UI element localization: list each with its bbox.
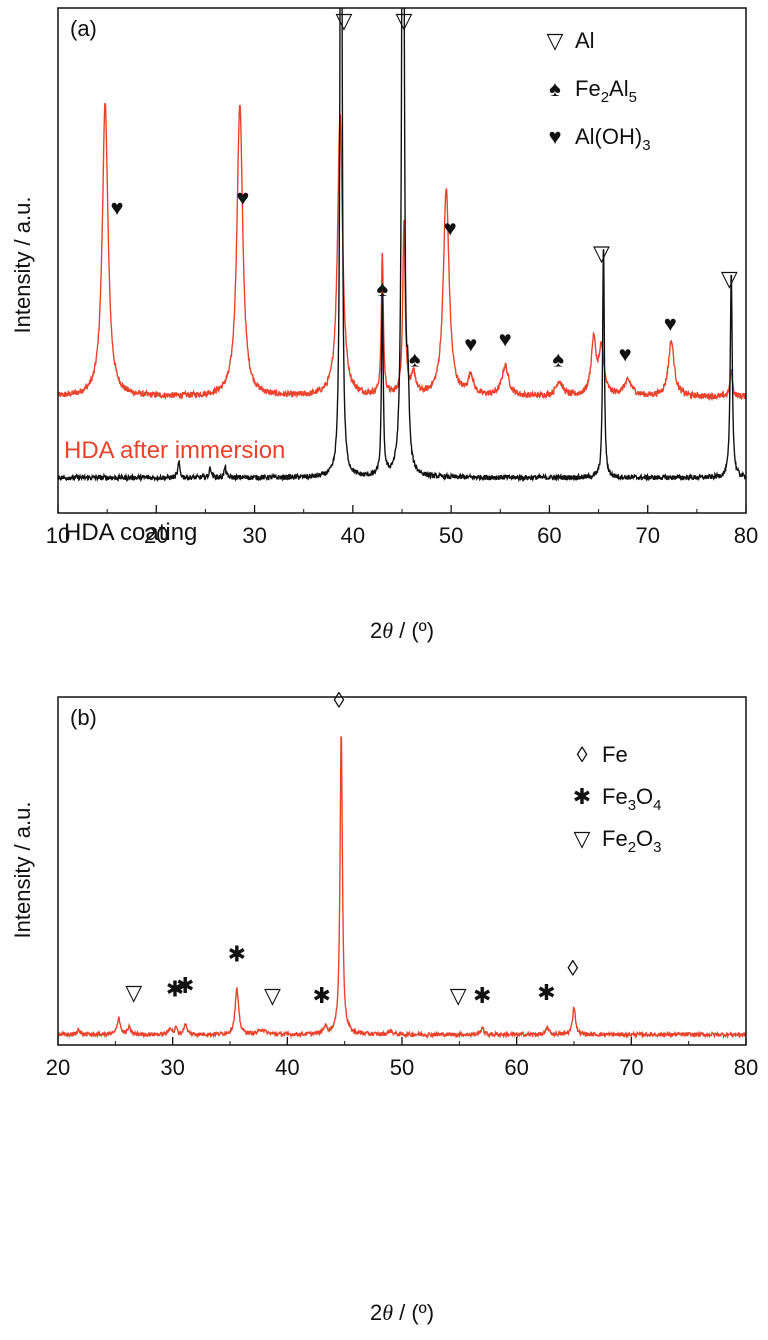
x-tick-label: 10	[46, 523, 70, 548]
peak-marker-open-triangle-down: ▽	[396, 8, 413, 33]
panel-label: (a)	[70, 16, 97, 41]
series-label: HDA after immersion	[64, 437, 285, 464]
legend-label: Fe2O3	[602, 826, 662, 856]
plot-frame	[57, 696, 747, 1046]
peak-marker-heart: ♥	[444, 215, 457, 240]
peak-marker-heart: ♥	[110, 195, 123, 220]
panel-label: (b)	[70, 705, 97, 730]
peak-marker-asterisk: ✱	[228, 941, 246, 966]
legend: ◊ Fe ✱ Fe3O4 ▽ Fe2O3	[573, 742, 662, 856]
peak-marker-open-triangle-down: ▽	[264, 983, 281, 1008]
x-tick-label: 20	[144, 523, 168, 548]
legend-marker-open-triangle-down: ▽	[574, 826, 591, 851]
legend-marker-open-diamond: ◊	[577, 742, 588, 767]
legend-marker-heart: ♥	[548, 124, 561, 149]
peak-marker-spade: ♠	[376, 276, 388, 301]
peak-marker-heart: ♥	[664, 311, 677, 336]
x-tick-label: 30	[242, 523, 266, 548]
x-tick-label: 40	[341, 523, 365, 548]
peak-marker-heart: ♥	[236, 185, 249, 210]
chart-panel-b: 20 30 40 50 60 70 80 2θ / (º) Intensity / a.u. (b…	[10, 687, 758, 1325]
x-tick-label: 70	[635, 523, 659, 548]
x-tick-label: 70	[619, 1055, 643, 1080]
x-tick-label: 60	[537, 523, 561, 548]
legend: ▽ Al ♠ Fe2Al5 ♥ Al(OH)3	[547, 28, 651, 154]
peak-marker-open-triangle-down: ▽	[450, 983, 467, 1008]
peak-marker-heart: ♥	[464, 331, 477, 356]
peak-marker-asterisk: ✱	[473, 983, 491, 1008]
x-tick-label: 80	[734, 1055, 758, 1080]
y-axis-title: Intensity / a.u.	[10, 197, 35, 334]
peak-marker-asterisk: ✱	[176, 973, 194, 998]
legend-marker-spade: ♠	[549, 76, 561, 101]
legend-marker-asterisk: ✱	[573, 784, 591, 809]
x-tick-label: 50	[390, 1055, 414, 1080]
x-tick-label: 60	[504, 1055, 528, 1080]
peak-marker-heart: ♥	[619, 342, 632, 367]
series-line-hda-after-immersion	[58, 102, 746, 402]
legend-marker-open-triangle-down: ▽	[547, 28, 564, 53]
peak-marker-spade: ♠	[409, 347, 421, 372]
peak-marker-open-diamond: ◊	[567, 955, 578, 980]
x-tick-label: 40	[275, 1055, 299, 1080]
series-label: HDA coating	[64, 519, 197, 546]
peak-marker-asterisk: ✱	[313, 983, 331, 1008]
peak-marker-asterisk: ✱	[537, 980, 555, 1005]
y-axis-title: Intensity / a.u.	[10, 802, 35, 939]
x-tick-label: 80	[734, 523, 758, 548]
peak-marker-open-triangle-down: ▽	[336, 8, 353, 33]
peak-marker-open-triangle-down: ▽	[125, 980, 142, 1005]
peak-marker-heart: ♥	[499, 326, 512, 351]
peak-marker-open-diamond: ◊	[333, 687, 344, 712]
peak-marker-open-triangle-down: ▽	[721, 266, 738, 291]
x-axis-title: 2θ / (º)	[370, 1300, 434, 1325]
x-tick-label: 20	[46, 1055, 70, 1080]
legend-label: Al(OH)3	[575, 124, 651, 154]
peak-marker-asterisk: ✱	[166, 976, 184, 1001]
peak-marker-open-triangle-down: ▽	[593, 241, 610, 266]
legend-label: Fe2Al5	[575, 76, 637, 106]
x-tick-label: 30	[160, 1055, 184, 1080]
legend-label: Fe	[602, 742, 628, 767]
x-tick-label: 50	[439, 523, 463, 548]
legend-label: Fe3O4	[602, 784, 662, 814]
series-line-hda-coating	[58, 8, 746, 483]
legend-label: Al	[575, 28, 595, 53]
series-line-spectrum	[58, 735, 746, 1040]
x-axis-title: 2θ / (º)	[370, 618, 434, 643]
peak-marker-spade: ♠	[552, 347, 564, 372]
